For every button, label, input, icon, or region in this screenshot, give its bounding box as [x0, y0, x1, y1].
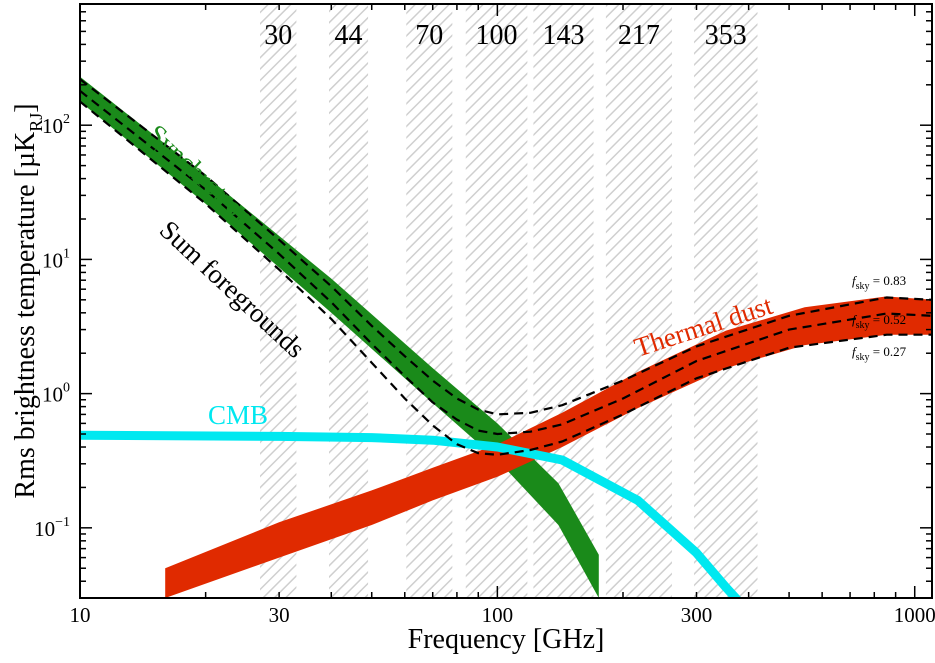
band-70-label: 70 [415, 20, 443, 51]
band-217-label: 217 [618, 20, 660, 51]
band-30-label: 30 [264, 20, 292, 51]
band-100-region [465, 4, 528, 598]
x-tick-label-300: 300 [681, 603, 713, 627]
sum-foregrounds-f-sky-0-83-line [80, 78, 932, 416]
plot-frame [79, 3, 933, 599]
thermal-dust-band [165, 296, 932, 598]
y-tick-label-2: 102 [42, 112, 70, 138]
fsky-label-052: fsky = 0.52 [852, 312, 906, 331]
y-tick-label-−1: 10−1 [34, 515, 70, 541]
band-353-label: 353 [705, 20, 747, 51]
x-axis-title: Frequency [GHz] [408, 624, 605, 655]
y-tick-label-0: 100 [42, 381, 70, 407]
sum-foregrounds-f-sky-0-27-line [80, 100, 932, 456]
axis-ticks [79, 3, 932, 599]
band-70-region [406, 4, 453, 598]
x-tick-label-100: 100 [482, 603, 514, 627]
cmb-label: CMB [208, 400, 268, 430]
band-44-label: 44 [335, 20, 363, 51]
band-143-label: 143 [542, 20, 584, 51]
x-tick-label-10: 10 [70, 603, 91, 627]
fsky-label-083: fsky = 0.83 [852, 273, 906, 292]
x-tick-label-30: 30 [269, 603, 290, 627]
sum-foregrounds-f-sky-0-52-line [80, 90, 932, 436]
x-tick-label-1000: 1000 [894, 603, 935, 627]
fsky-label-027: fsky = 0.27 [852, 344, 907, 363]
band-30-region [260, 4, 297, 598]
synchrotron-label: Synchrotron [142, 118, 260, 231]
band-100-label: 100 [476, 20, 518, 51]
series-layer [80, 76, 932, 598]
y-axis-title: Rms brightness temperature [µKRJ] [10, 103, 46, 498]
band-353-region [694, 4, 758, 598]
y-tick-label-1: 101 [42, 246, 70, 272]
band-217-region [605, 4, 672, 598]
axis-tick-labels: 10 30 100 300 1000 10−1 100 101 102 [34, 112, 935, 627]
cmb-line [80, 430, 742, 598]
